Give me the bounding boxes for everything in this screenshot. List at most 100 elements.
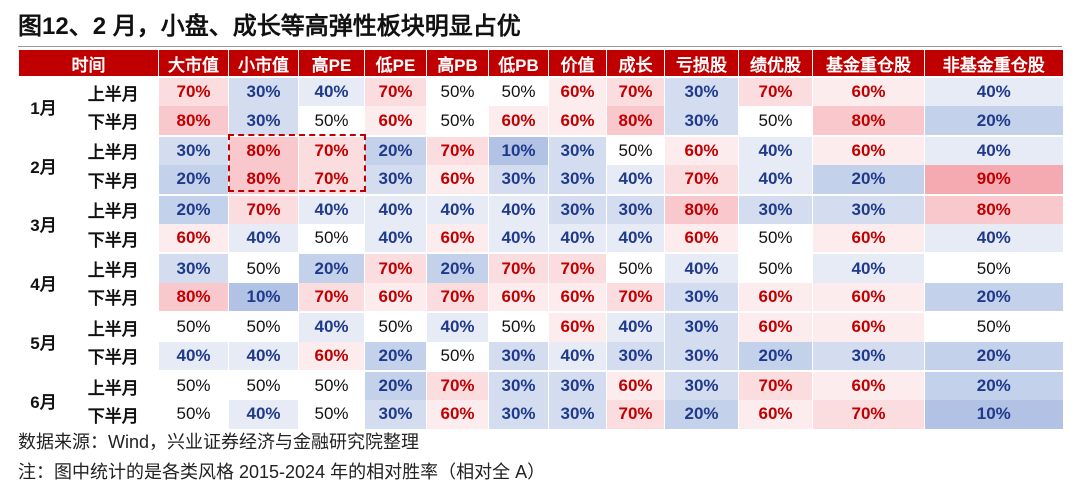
- table: 时间 大市值 小市值 高PE 低PE 高PB 低PB 价值 成长 亏损股 绩优股 基金重仓股 非基金重仓…: [18, 50, 1063, 429]
- value-cell: 60%: [738, 282, 813, 313]
- value-cell: 40%: [924, 223, 1063, 254]
- row: 下半月 50% 40% 50% 30% 60% 30% 30% 70% 20% 60% 70% 10%: [19, 400, 1063, 429]
- value-cell: 70%: [298, 165, 365, 195]
- value-cell: 50%: [298, 106, 365, 136]
- half-label: 上半月: [68, 369, 159, 401]
- title: 图12、2 月，小盘、成长等高弹性板块明显占优: [18, 6, 1062, 47]
- value-cell: 30%: [548, 400, 607, 429]
- value-cell: 80%: [924, 193, 1063, 224]
- row: 2月 上半月 30% 80% 70% 20% 70% 10% 30% 50% 60% 40% 60% 40…: [18, 134, 1063, 195]
- value-cell: 40%: [606, 311, 665, 342]
- value-cell: 70%: [488, 252, 549, 283]
- value-cell: 30%: [664, 369, 739, 401]
- value-cell: 70%: [606, 400, 665, 429]
- value-cell: 70%: [364, 252, 427, 283]
- row: 3月 上半月 20% 70% 40% 40% 40% 40% 30% 30% 80% 30% 30% 80…: [18, 193, 1063, 254]
- value-cell: 60%: [548, 311, 607, 342]
- half-label: 下半月: [87, 348, 139, 368]
- value-cell: 60%: [812, 134, 925, 166]
- value-cell: 60%: [488, 106, 549, 136]
- half-label: 上半月: [68, 193, 159, 224]
- value-cell: 40%: [298, 311, 365, 342]
- half-label: 上半月: [68, 134, 159, 166]
- value-cell: 60%: [298, 341, 365, 371]
- value-cell: 40%: [606, 165, 665, 195]
- value-cell: 40%: [426, 311, 489, 342]
- header-cell: 高PE: [298, 50, 365, 77]
- value-cell: 50%: [158, 311, 229, 342]
- value-cell: 40%: [364, 193, 427, 224]
- month-label: 4月: [18, 252, 69, 313]
- value-cell: 60%: [606, 369, 665, 401]
- value-cell: 40%: [298, 75, 365, 107]
- value-cell: 20%: [364, 341, 427, 371]
- value-cell: 50%: [738, 223, 813, 254]
- value-cell: 60%: [426, 400, 489, 429]
- value-cell: 50%: [298, 400, 365, 429]
- value-cell: 40%: [738, 165, 813, 195]
- row: 下半月 40% 40% 60% 20% 50% 30% 40% 30% 30% 20% 30% 20%: [19, 341, 1063, 371]
- header-cell: 绩优股: [738, 50, 813, 77]
- value-cell: 50%: [738, 252, 813, 283]
- value-cell: 60%: [664, 134, 739, 166]
- value-cell: 40%: [426, 193, 489, 224]
- value-cell: 60%: [426, 165, 489, 195]
- value-cell: 20%: [364, 134, 427, 166]
- value-cell: 30%: [488, 341, 549, 371]
- value-cell: 50%: [488, 311, 549, 342]
- value-cell: 60%: [364, 282, 427, 313]
- value-cell: 50%: [158, 369, 229, 401]
- value-cell: 40%: [228, 223, 299, 254]
- half-label: 下半月: [87, 406, 139, 426]
- value-cell: 40%: [228, 341, 299, 371]
- value-cell: 20%: [924, 106, 1063, 136]
- value-cell: 30%: [548, 369, 607, 401]
- value-cell: 30%: [488, 400, 549, 429]
- value-cell: 60%: [548, 106, 607, 136]
- value-cell: 90%: [924, 165, 1063, 195]
- month-label: 1月: [18, 76, 69, 136]
- value-cell: 80%: [228, 134, 299, 166]
- value-cell: 20%: [924, 282, 1063, 313]
- value-cell: 10%: [924, 400, 1063, 429]
- value-cell: 50%: [228, 369, 299, 401]
- value-cell: 30%: [738, 193, 813, 224]
- value-cell: 60%: [812, 311, 925, 342]
- value-cell: 10%: [488, 134, 549, 166]
- value-cell: 40%: [228, 400, 299, 429]
- header-cell: 基金重仓股: [812, 50, 925, 77]
- value-cell: 60%: [158, 223, 229, 254]
- value-cell: 50%: [228, 311, 299, 342]
- month-label: 3月: [18, 193, 69, 254]
- header-cell: 低PE: [364, 50, 427, 77]
- value-cell: 40%: [364, 223, 427, 254]
- month-label: 6月: [18, 369, 69, 429]
- value-cell: 60%: [364, 106, 427, 136]
- header-cell: 成长: [606, 50, 665, 77]
- value-cell: 30%: [664, 75, 739, 107]
- value-cell: 10%: [228, 282, 299, 313]
- value-cell: 70%: [364, 75, 427, 107]
- value-cell: 70%: [158, 75, 229, 107]
- value-cell: 50%: [158, 400, 229, 429]
- value-cell: 30%: [228, 75, 299, 107]
- header-cell: 亏损股: [664, 50, 739, 77]
- value-cell: 70%: [298, 134, 365, 166]
- header-row: 时间 大市值 小市值 高PE 低PE 高PB 低PB 价值 成长 亏损股 绩优股 基金重仓股 非基金重仓…: [18, 50, 1063, 77]
- value-cell: 60%: [812, 282, 925, 313]
- row: 4月 上半月 30% 50% 20% 70% 20% 70% 70% 50% 40% 50% 40% 50…: [18, 252, 1063, 313]
- row: 6月 上半月 50% 50% 50% 20% 70% 30% 30% 60% 30% 70% 60% 20…: [18, 369, 1063, 429]
- value-cell: 30%: [812, 193, 925, 224]
- value-cell: 20%: [924, 341, 1063, 371]
- value-cell: 80%: [228, 165, 299, 195]
- value-cell: 40%: [812, 252, 925, 283]
- value-cell: 60%: [426, 223, 489, 254]
- value-cell: 80%: [158, 282, 229, 313]
- value-cell: 40%: [606, 223, 665, 254]
- value-cell: 20%: [924, 369, 1063, 401]
- value-cell: 30%: [606, 193, 665, 224]
- value-cell: 50%: [738, 106, 813, 136]
- header-cell: 非基金重仓股: [924, 50, 1063, 77]
- highlight-box: [228, 134, 366, 192]
